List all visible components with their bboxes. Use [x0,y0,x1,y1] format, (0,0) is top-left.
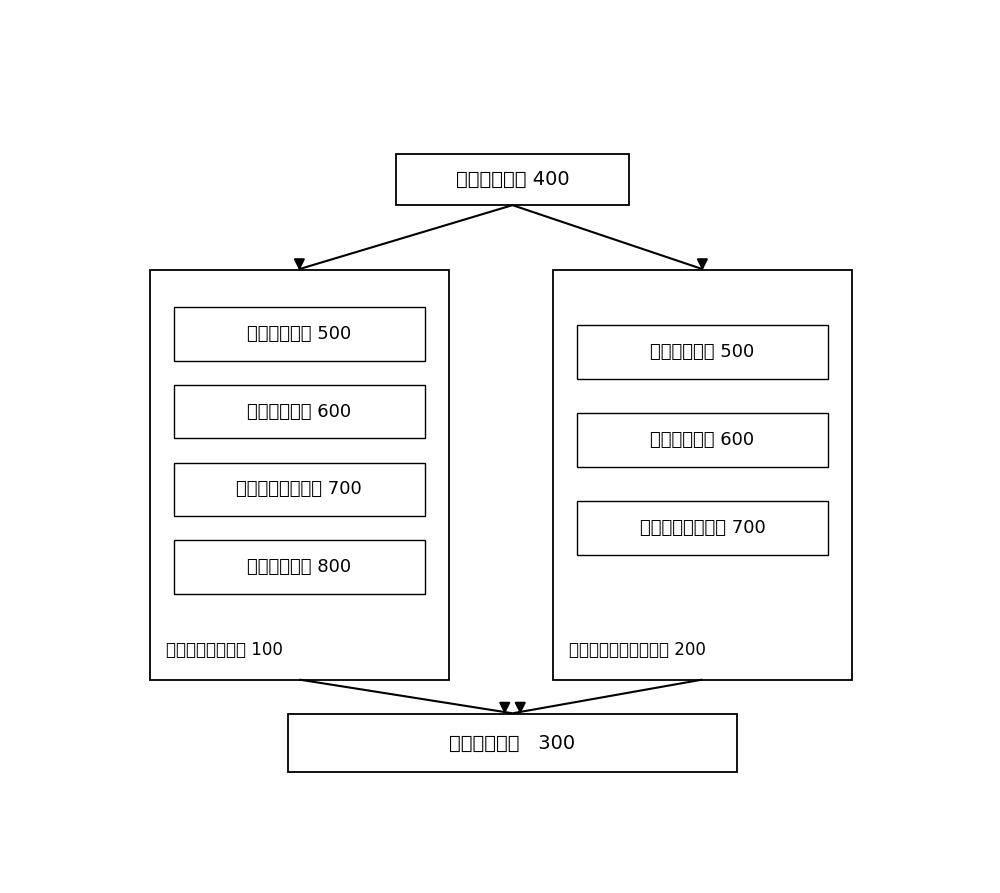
Bar [553,271,852,680]
Text: 励磁功率单元   300: 励磁功率单元 300 [449,734,576,753]
Text: 备用通道励磁调节模块 200: 备用通道励磁调节模块 200 [569,641,706,659]
Text: 第一延时模块 600: 第一延时模块 600 [650,431,754,449]
Text: 第一报警模块 800: 第一报警模块 800 [247,558,351,576]
Bar [150,271,449,680]
Text: 第一逻辑控制模块 700: 第一逻辑控制模块 700 [237,480,362,498]
Text: 信号采集模块 400: 信号采集模块 400 [456,170,569,188]
Bar [174,307,425,361]
Bar [288,714,737,772]
Bar [396,154,629,205]
Bar [174,385,425,438]
Text: 测量比较模块 500: 测量比较模块 500 [650,343,755,362]
Text: 第一延时模块 600: 第一延时模块 600 [247,403,351,421]
Bar [577,413,828,467]
Bar [577,325,828,380]
Text: 主通道励磁调节器 100: 主通道励磁调节器 100 [166,641,283,659]
Text: 测量比较模块 500: 测量比较模块 500 [247,325,352,343]
Bar [577,501,828,555]
Bar [174,463,425,516]
Text: 第一逻辑控制模块 700: 第一逻辑控制模块 700 [640,519,765,538]
Bar [174,540,425,594]
